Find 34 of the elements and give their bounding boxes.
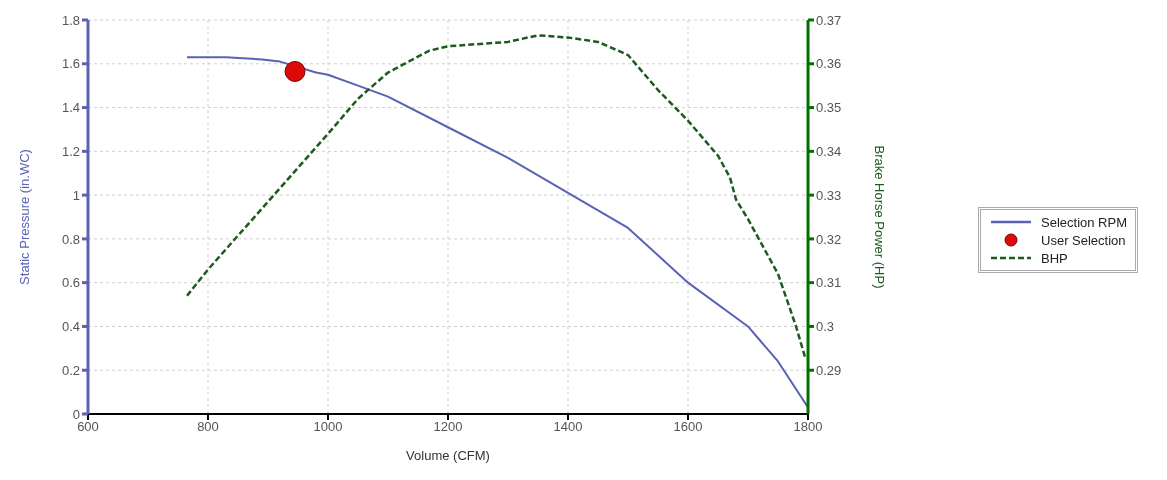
y-tick-label: 0.6 <box>61 275 80 291</box>
y2-tick-label: 0.35 <box>816 100 842 116</box>
y2-axis-title: Brake Horse Power (HP) <box>872 145 888 289</box>
line-series <box>185 34 807 359</box>
x-axis-title: Volume (CFM) <box>406 448 490 463</box>
y-tick-label: 0 <box>72 406 80 422</box>
y2-tick-label: 0.34 <box>816 143 842 159</box>
line-series <box>186 56 809 409</box>
y-tick-label: 0.2 <box>61 362 80 378</box>
x-tick-label: 1400 <box>553 419 583 435</box>
y-tick-label: 0.8 <box>61 231 80 247</box>
legend-label: User Selection <box>1041 232 1126 248</box>
y-axis-title: Static Pressure (in.WC) <box>16 149 32 285</box>
x-tick-label: 1600 <box>673 419 703 435</box>
y-tick-label: 0.4 <box>61 319 80 335</box>
y-tick-label: 1.8 <box>61 12 80 28</box>
y-tick-label: 1 <box>72 187 80 203</box>
x-tick-label: 800 <box>197 419 219 435</box>
legend-label: Selection RPM <box>1041 214 1127 230</box>
y2-tick-label: 0.33 <box>816 187 842 203</box>
y2-tick-label: 0.36 <box>816 56 842 72</box>
x-tick-label: 600 <box>77 419 99 435</box>
y2-tick-label: 0.3 <box>816 319 835 335</box>
y-tick-label: 1.4 <box>61 100 80 116</box>
x-tick-label: 1800 <box>793 419 823 435</box>
y2-tick-label: 0.31 <box>816 275 842 291</box>
x-tick-label: 1000 <box>313 419 343 435</box>
y-tick-label: 1.6 <box>61 56 80 72</box>
legend-label: BHP <box>1041 250 1068 266</box>
y2-tick-label: 0.37 <box>816 12 842 28</box>
y2-tick-label: 0.29 <box>816 362 842 378</box>
y2-tick-label: 0.32 <box>816 231 842 247</box>
y-tick-label: 1.2 <box>61 143 80 159</box>
x-tick-label: 1200 <box>433 419 463 435</box>
